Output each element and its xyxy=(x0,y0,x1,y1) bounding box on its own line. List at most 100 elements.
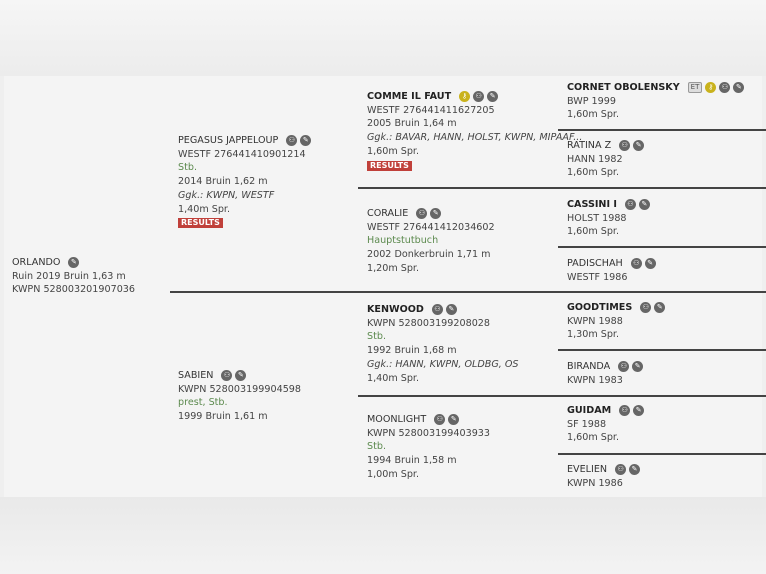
horse-info-line: 1,60m Spr. xyxy=(367,145,420,157)
pedigree-connector-line xyxy=(170,291,766,293)
pedigree-icon[interactable]: ⚇ xyxy=(221,370,233,382)
key-icon[interactable]: ⚷ xyxy=(705,82,717,94)
horse-moonlight: MOONLIGHT ⚇ ✎ KWPN 528003199403933 Stb. 1994 … xyxy=(367,413,490,482)
horse-padischah: PADISCHAH ⚇ ✎ WESTF 1986 xyxy=(567,257,656,284)
horse-name-link[interactable]: BIRANDA xyxy=(567,361,611,372)
pedigree-connector-line xyxy=(558,246,766,248)
horse-info-line: BWP 1999 xyxy=(567,95,616,107)
pedigree-icon[interactable]: ⚇ xyxy=(416,208,428,220)
blurred-footer xyxy=(0,497,766,574)
pedigree-icon[interactable]: ⚇ xyxy=(431,304,443,316)
horse-info-line: WESTF 276441412034602 xyxy=(367,221,495,233)
horse-name-link[interactable]: ORLANDO xyxy=(12,257,61,268)
horse-name-row: KENWOOD ⚇ ✎ xyxy=(367,303,519,317)
edit-icon[interactable]: ✎ xyxy=(733,82,745,94)
horse-name-row: MOONLIGHT ⚇ ✎ xyxy=(367,413,490,427)
horse-name-link[interactable]: GUIDAM xyxy=(567,405,612,416)
blurred-header xyxy=(0,0,766,76)
horse-name-link[interactable]: PEGASUS JAPPELOUP xyxy=(178,135,279,146)
pedigree-icon[interactable]: ⚇ xyxy=(640,302,652,314)
pedigree-icon[interactable]: ⚇ xyxy=(624,199,636,211)
edit-icon[interactable]: ✎ xyxy=(633,405,645,417)
horse-coralie: CORALIE ⚇ ✎ WESTF 276441412034602 Hauptstutb… xyxy=(367,207,495,276)
horse-info-line: 2002 Donkerbruin 1,71 m xyxy=(367,249,491,261)
horse-info-line: HANN 1982 xyxy=(567,153,623,165)
horse-kenwood: KENWOOD ⚇ ✎ KWPN 528003199208028 Stb. 1992 Br… xyxy=(367,303,519,385)
edit-icon[interactable]: ✎ xyxy=(654,302,666,314)
pedigree-connector-line xyxy=(558,349,766,351)
pedigree-connector-line xyxy=(558,129,766,131)
horse-info-line: 1,60m Spr. xyxy=(567,109,620,121)
horse-name-link[interactable]: COMME IL FAUT xyxy=(367,91,452,102)
horse-info-line: 1999 Bruin 1,61 m xyxy=(178,411,268,423)
horse-info-line: Ruin 2019 Bruin 1,63 m xyxy=(12,270,126,282)
pedigree-panel: ORLANDO ✎ Ruin 2019 Bruin 1,63 m KWPN 52800… xyxy=(4,76,766,497)
horse-name-link[interactable]: PADISCHAH xyxy=(567,258,623,269)
pedigree-icon[interactable]: ⚇ xyxy=(719,82,731,94)
horse-name-row: SABIEN ⚇ ✎ xyxy=(178,369,301,383)
edit-icon[interactable]: ✎ xyxy=(644,258,656,270)
horse-name-link[interactable]: RATINA Z xyxy=(567,140,612,151)
horse-info-line: 1,60m Spr. xyxy=(567,167,620,179)
horse-orlando: ORLANDO ✎ Ruin 2019 Bruin 1,63 m KWPN 52800… xyxy=(12,256,135,297)
horse-name-row: CORALIE ⚇ ✎ xyxy=(367,207,495,221)
key-icon[interactable]: ⚷ xyxy=(459,91,471,103)
horse-info-line: KWPN 528003201907036 xyxy=(12,284,136,296)
edit-icon[interactable]: ✎ xyxy=(300,135,312,147)
horse-name-link[interactable]: CORNET OBOLENSKY xyxy=(567,82,680,93)
pedigree-icon[interactable]: ⚇ xyxy=(619,140,631,152)
horse-info-line: KWPN 528003199403933 xyxy=(367,427,491,439)
horse-cornet-obolensky: CORNET OBOLENSKY ET ⚷ ⚇ ✎ BWP 1999 1,60m Spr. xyxy=(567,81,745,122)
edit-icon[interactable]: ✎ xyxy=(448,414,460,426)
horse-name-row: PADISCHAH ⚇ ✎ xyxy=(567,257,656,271)
edit-icon[interactable]: ✎ xyxy=(68,257,80,269)
horse-name-row: RATINA Z ⚇ ✎ xyxy=(567,139,645,153)
horse-info-line: Ggk.: KWPN, WESTF xyxy=(178,189,275,201)
horse-info-line: 2014 Bruin 1,62 m xyxy=(178,176,268,188)
horse-name-row: GUIDAM ⚇ ✎ xyxy=(567,404,645,418)
horse-name-row: COMME IL FAUT ⚷ ⚇ ✎ xyxy=(367,90,582,104)
horse-info-line: WESTF 276441411627205 xyxy=(367,104,495,116)
pedigree-icon[interactable]: ⚇ xyxy=(619,405,631,417)
horse-name-link[interactable]: KENWOOD xyxy=(367,304,424,315)
horse-biranda: BIRANDA ⚇ ✎ KWPN 1983 xyxy=(567,360,644,387)
horse-guidam: GUIDAM ⚇ ✎ SF 1988 1,60m Spr. xyxy=(567,404,645,445)
edit-icon[interactable]: ✎ xyxy=(632,361,644,373)
horse-info-line: SF 1988 xyxy=(567,418,607,430)
pedigree-connector-line xyxy=(358,395,766,397)
pedigree-connector-line xyxy=(358,187,766,189)
horse-name-row: GOODTIMES ⚇ ✎ xyxy=(567,301,666,315)
edit-icon[interactable]: ✎ xyxy=(235,370,247,382)
edit-icon[interactable]: ✎ xyxy=(445,304,457,316)
results-button[interactable]: RESULTS xyxy=(367,160,412,171)
horse-info-line: 2005 Bruin 1,64 m xyxy=(367,118,457,130)
horse-info-line: 1992 Bruin 1,68 m xyxy=(367,345,457,357)
edit-icon[interactable]: ✎ xyxy=(487,91,499,103)
pedigree-icon[interactable]: ⚇ xyxy=(615,464,627,476)
horse-name-row: PEGASUS JAPPELOUP ⚇ ✎ xyxy=(178,134,312,148)
edit-icon[interactable]: ✎ xyxy=(629,464,641,476)
pedigree-icon[interactable]: ⚇ xyxy=(434,414,446,426)
horse-name-link[interactable]: EVELIEN xyxy=(567,464,608,475)
horse-info-line: Hauptstutbuch xyxy=(367,235,439,247)
edit-icon[interactable]: ✎ xyxy=(638,199,650,211)
pedigree-icon[interactable]: ⚇ xyxy=(473,91,485,103)
pedigree-icon[interactable]: ⚇ xyxy=(618,361,630,373)
horse-name-link[interactable]: MOONLIGHT xyxy=(367,414,427,425)
horse-info-line: 1,40m Spr. xyxy=(178,203,231,215)
horse-info-line: KWPN 1988 xyxy=(567,315,623,327)
horse-name-row: CORNET OBOLENSKY ET ⚷ ⚇ ✎ xyxy=(567,81,745,95)
horse-info-line: HOLST 1988 xyxy=(567,212,627,224)
edit-icon[interactable]: ✎ xyxy=(430,208,442,220)
horse-name-link[interactable]: GOODTIMES xyxy=(567,302,633,313)
edit-icon[interactable]: ✎ xyxy=(633,140,645,152)
horse-name-link[interactable]: SABIEN xyxy=(178,370,214,381)
pedigree-icon[interactable]: ⚇ xyxy=(630,258,642,270)
results-button[interactable]: RESULTS xyxy=(178,218,223,229)
horse-info-line: KWPN 1983 xyxy=(567,374,623,386)
horse-info-line: 1,40m Spr. xyxy=(367,372,420,384)
pedigree-icon[interactable]: ⚇ xyxy=(286,135,298,147)
horse-name-link[interactable]: CORALIE xyxy=(367,208,409,219)
horse-info-line: KWPN 528003199208028 xyxy=(367,317,491,329)
horse-name-link[interactable]: CASSINI I xyxy=(567,199,617,210)
